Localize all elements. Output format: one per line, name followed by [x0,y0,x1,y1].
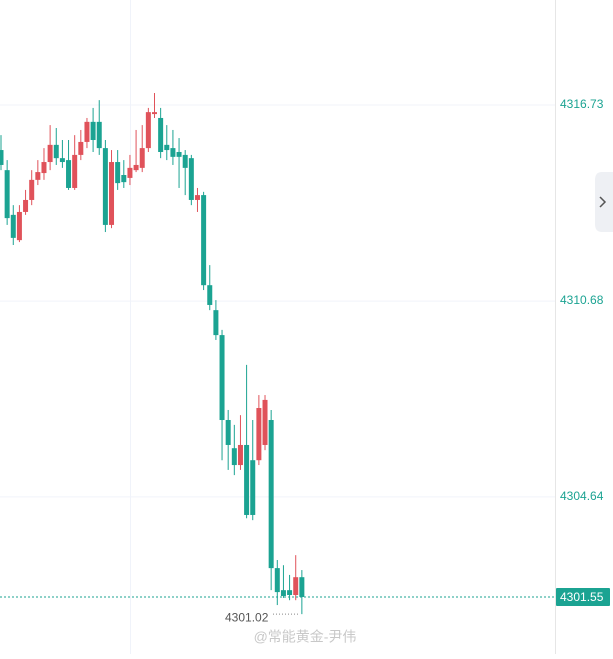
candle-body [139,148,145,168]
y-tick-label: 4316.73 [560,97,604,111]
candle-body [201,195,207,286]
candle-body [244,444,250,515]
candle-body [188,158,194,200]
candle-body [84,121,90,142]
candle-body [207,285,213,305]
candle-body [158,117,164,152]
candle-body [90,121,96,141]
chevron-icon[interactable] [599,196,607,208]
candle-body [29,179,35,200]
candle-body [182,154,188,168]
candle-body [41,162,47,174]
candle-body [250,460,256,515]
candle-body [268,420,274,569]
candle-body [10,214,16,238]
candle-body [109,162,115,225]
watermark: @常能黄金-尹伟 [254,629,357,645]
candle-body [274,568,280,593]
candle-body [35,172,41,180]
candle-body [280,590,286,596]
candle-body [170,148,176,157]
candle-body [237,444,243,466]
last-price-badge [556,587,610,606]
candle-body [78,141,84,155]
y-tick-label: 4310.68 [560,293,604,307]
candle-body [47,144,53,163]
candle-body [225,420,231,445]
candle-body [145,112,151,149]
candle-body [66,160,72,188]
candle-body [299,577,305,597]
candle-body [256,408,262,461]
candle-body [96,121,102,149]
candle-body [4,170,10,219]
y-tick-label: 4304.64 [560,489,604,503]
candle-body [287,590,293,596]
candle-body [176,151,182,157]
candle-body [219,335,225,421]
candle-body [16,211,22,241]
candle-body [59,158,65,163]
candle-body [213,310,219,336]
candle-body [194,195,200,200]
candle-body [115,162,121,184]
candle-body [102,148,108,225]
candle-body [0,150,4,165]
candle-body [231,448,237,466]
candle-body [293,577,299,596]
candle-body [127,167,133,178]
last-price-label: 4301.55 [560,590,604,604]
candle-body [53,144,59,159]
candle-body [23,199,29,212]
candle-body [121,175,127,183]
low-marker-label: 4301.02 [225,610,269,624]
candle-body [164,144,170,151]
candle-body [72,154,78,188]
candle-body [152,112,157,115]
candle-body [262,399,268,445]
candle-body [133,164,139,171]
